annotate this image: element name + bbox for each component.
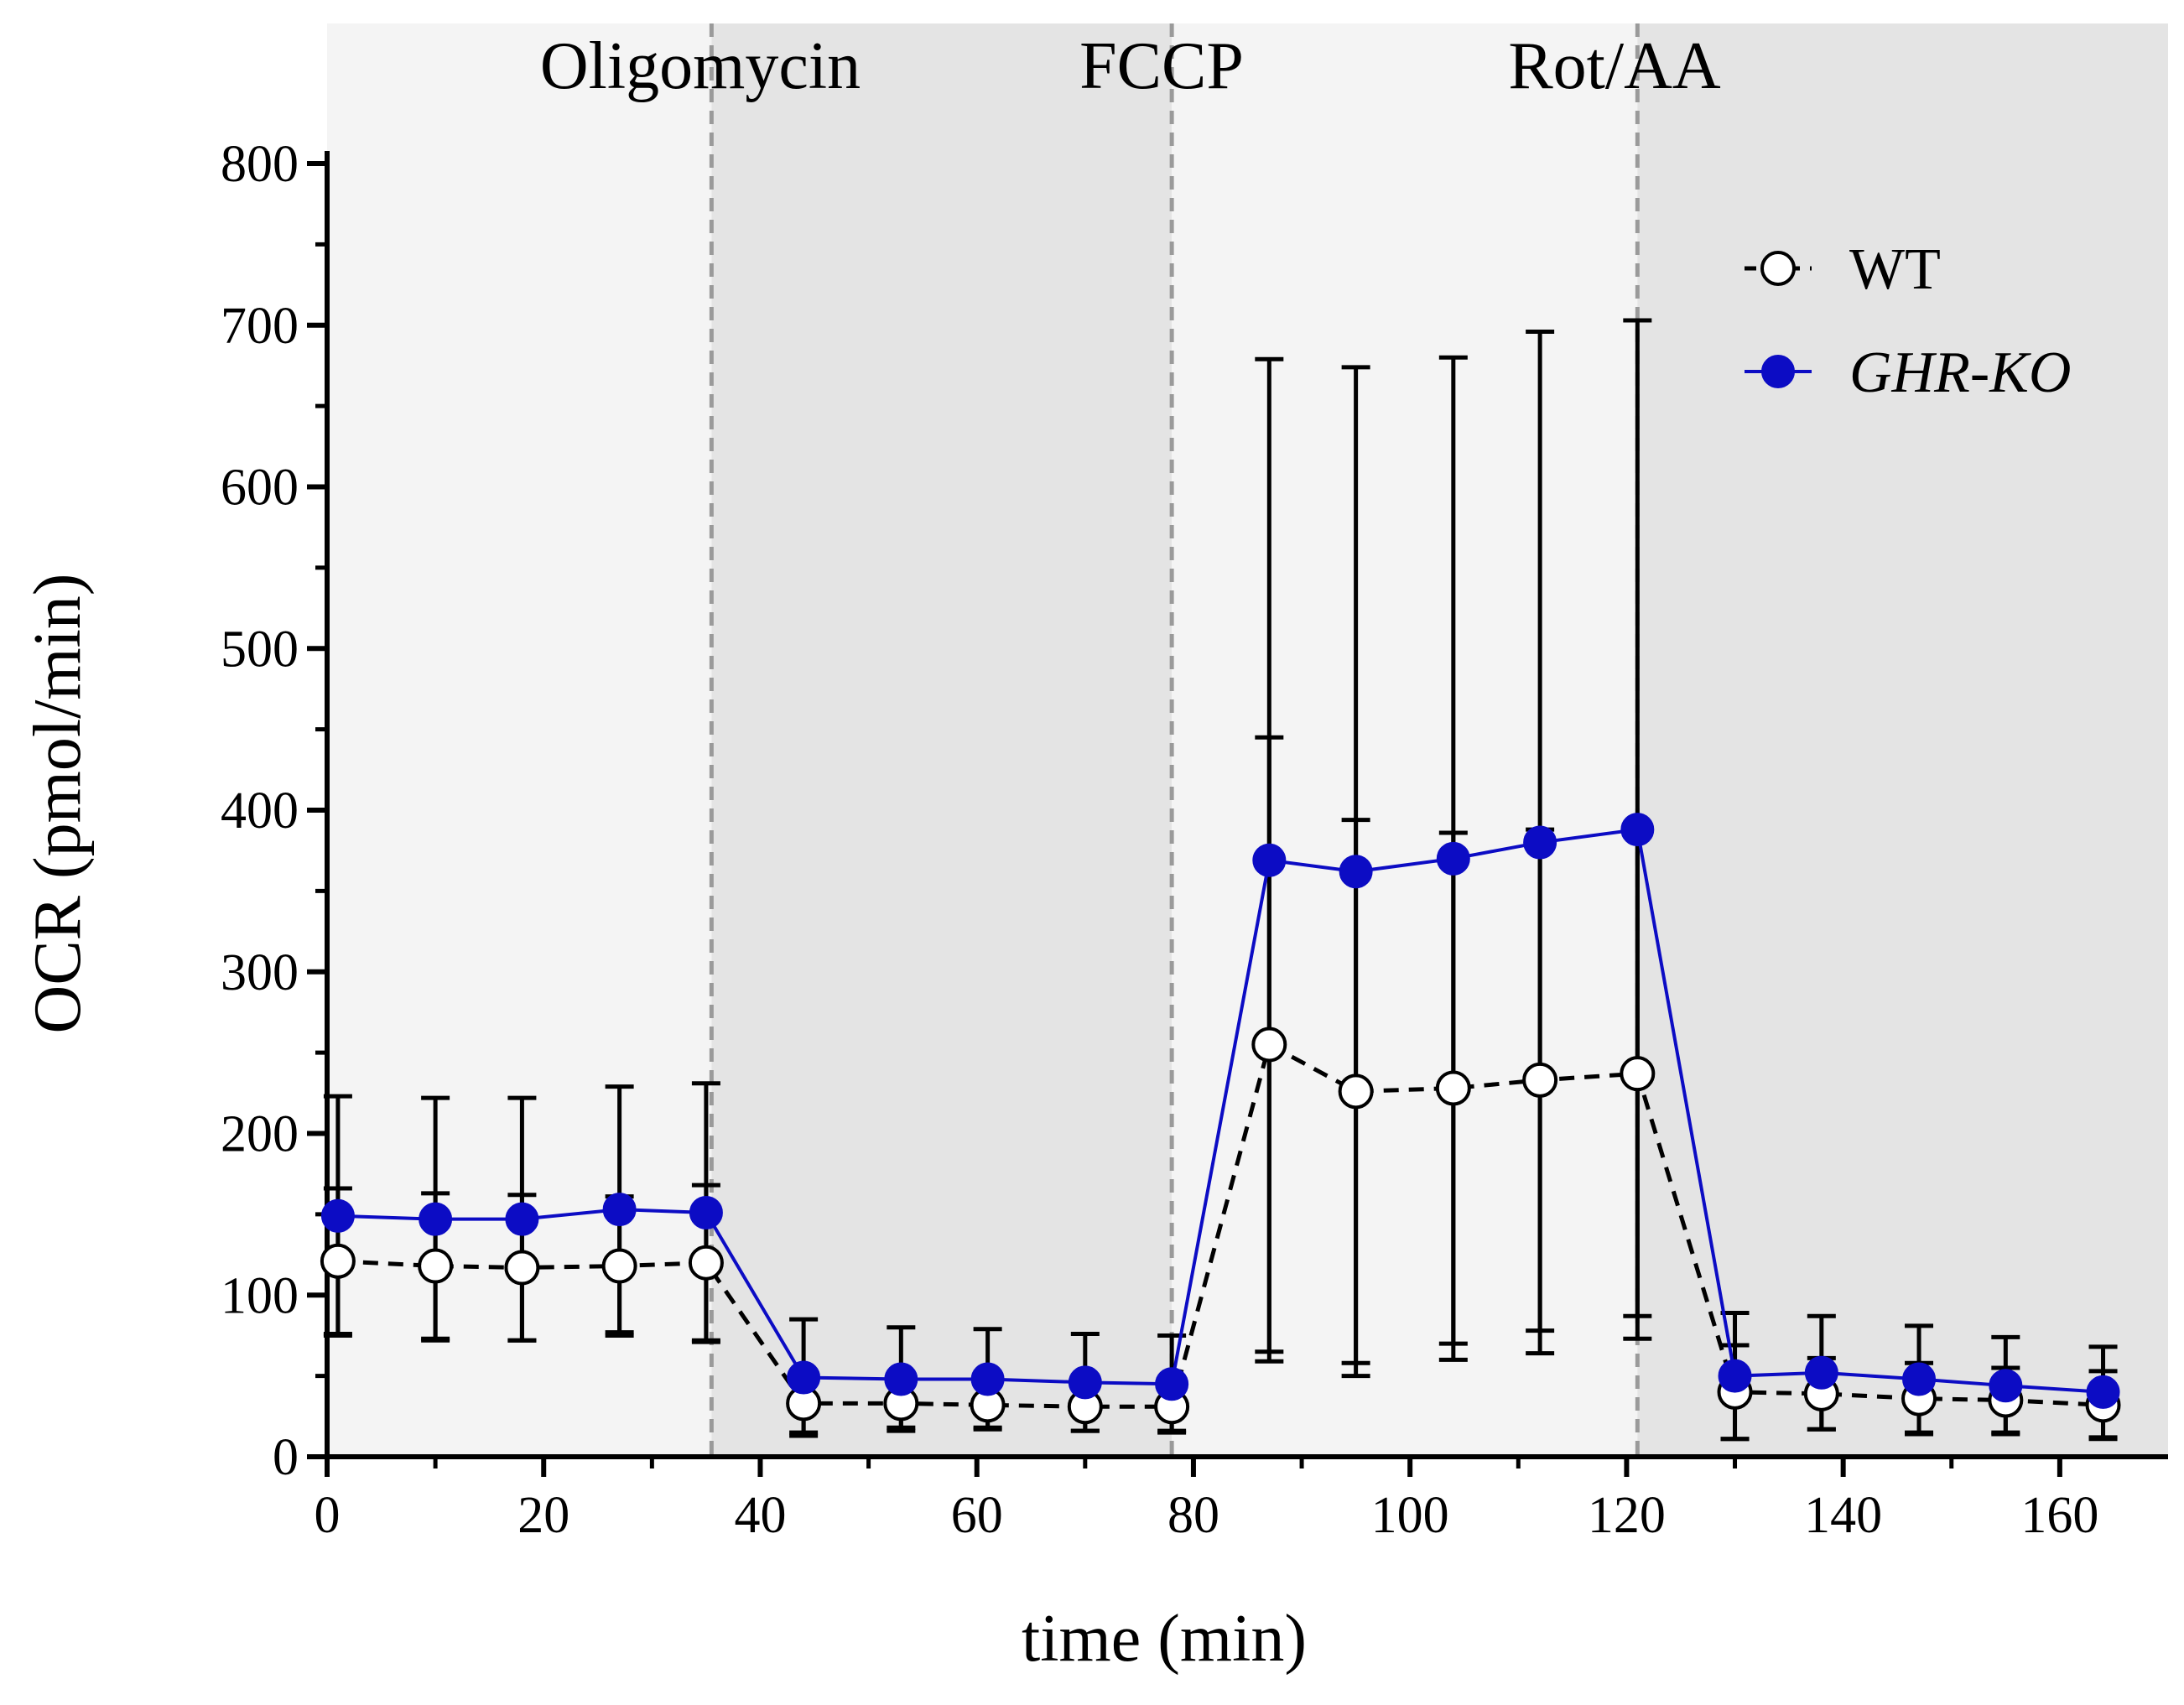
injection-label-2: Rot/AA bbox=[1508, 29, 1721, 103]
x-tick-label-100: 100 bbox=[1371, 1487, 1449, 1544]
axes: 0 100 200 300 400 500 600 700 800 0 20 40 60 80 100 120… bbox=[221, 136, 2168, 1544]
phase-band-1 bbox=[711, 23, 1173, 1457]
injection-markers: Oligomycin FCCP Rot/AA bbox=[540, 23, 1721, 1457]
wt-point-3 bbox=[601, 1248, 637, 1284]
legend-label-wt: WT bbox=[1849, 237, 1941, 302]
legend-label-ghr-ko: GHR-KO bbox=[1849, 340, 2071, 405]
x-tick-label-160: 160 bbox=[2020, 1487, 2098, 1544]
phase-band-0 bbox=[327, 23, 712, 1457]
y-tick-label-700: 700 bbox=[221, 298, 299, 355]
y-axis-title: OCR (pmol/min) bbox=[21, 574, 95, 1034]
wt-point-0 bbox=[320, 1243, 356, 1279]
wt-point-13 bbox=[1522, 1062, 1558, 1098]
wt-point-1 bbox=[418, 1248, 454, 1284]
y-tick-label-400: 400 bbox=[221, 782, 299, 840]
wt-point-11 bbox=[1338, 1073, 1374, 1110]
wt-point-14 bbox=[1620, 1056, 1656, 1092]
y-tick-label-300: 300 bbox=[221, 944, 299, 1001]
ghr-ko-point-9 bbox=[1155, 1367, 1189, 1401]
y-tick-label-200: 200 bbox=[221, 1106, 299, 1163]
y-tick-label-100: 100 bbox=[221, 1267, 299, 1324]
phase-shading bbox=[327, 23, 2168, 1457]
ghr-ko-point-1 bbox=[419, 1202, 453, 1236]
ghr-ko-point-0 bbox=[320, 1198, 355, 1233]
wt-point-4 bbox=[688, 1245, 724, 1281]
phase-band-2 bbox=[1172, 23, 1638, 1457]
x-tick-label-60: 60 bbox=[951, 1487, 1003, 1544]
x-tick-label-140: 140 bbox=[1804, 1487, 1882, 1544]
legend-marker-wt bbox=[1760, 251, 1796, 286]
data-series bbox=[320, 318, 2121, 1442]
ghr-ko-point-19 bbox=[2086, 1375, 2120, 1409]
ghr-ko-point-5 bbox=[787, 1360, 821, 1395]
y-tick-label-0: 0 bbox=[273, 1429, 299, 1486]
ghr-ko-point-3 bbox=[602, 1193, 637, 1227]
y-tick-label-500: 500 bbox=[221, 621, 299, 678]
ghr-ko-point-10 bbox=[1252, 843, 1287, 877]
wt-point-12 bbox=[1435, 1070, 1471, 1106]
ghr-ko-point-16 bbox=[1804, 1355, 1838, 1390]
ghr-ko-point-2 bbox=[505, 1202, 539, 1236]
x-tick-label-40: 40 bbox=[734, 1487, 786, 1544]
ghr-ko-point-12 bbox=[1436, 841, 1470, 876]
x-axis-title: time (min) bbox=[1022, 1602, 1307, 1676]
ghr-ko-point-13 bbox=[1523, 825, 1557, 860]
ghr-ko-point-4 bbox=[689, 1195, 723, 1229]
ghr-ko-point-18 bbox=[1989, 1369, 2023, 1403]
phase-band-3 bbox=[1637, 23, 2168, 1457]
x-tick-label-120: 120 bbox=[1588, 1487, 1666, 1544]
wt-point-2 bbox=[504, 1250, 540, 1286]
x-tick-label-80: 80 bbox=[1167, 1487, 1219, 1544]
x-tick-label-0: 0 bbox=[315, 1487, 341, 1544]
x-tick-label-20: 20 bbox=[517, 1487, 569, 1544]
y-tick-label-600: 600 bbox=[221, 460, 299, 517]
injection-label-1: FCCP bbox=[1079, 29, 1244, 103]
ghr-ko-point-7 bbox=[970, 1362, 1005, 1396]
ghr-ko-point-14 bbox=[1620, 813, 1655, 847]
ghr-ko-point-15 bbox=[1718, 1359, 1752, 1393]
ghr-ko-point-8 bbox=[1068, 1365, 1102, 1400]
ghr-ko-point-17 bbox=[1902, 1362, 1937, 1396]
legend-marker-ghr-ko bbox=[1761, 355, 1795, 388]
y-tick-label-800: 800 bbox=[221, 136, 299, 193]
ghr-ko-point-6 bbox=[884, 1362, 918, 1396]
wt-point-10 bbox=[1251, 1027, 1287, 1063]
injection-label-0: Oligomycin bbox=[540, 29, 861, 103]
legend: WT GHR-KO bbox=[1745, 237, 2071, 405]
ghr-ko-point-11 bbox=[1339, 855, 1373, 889]
